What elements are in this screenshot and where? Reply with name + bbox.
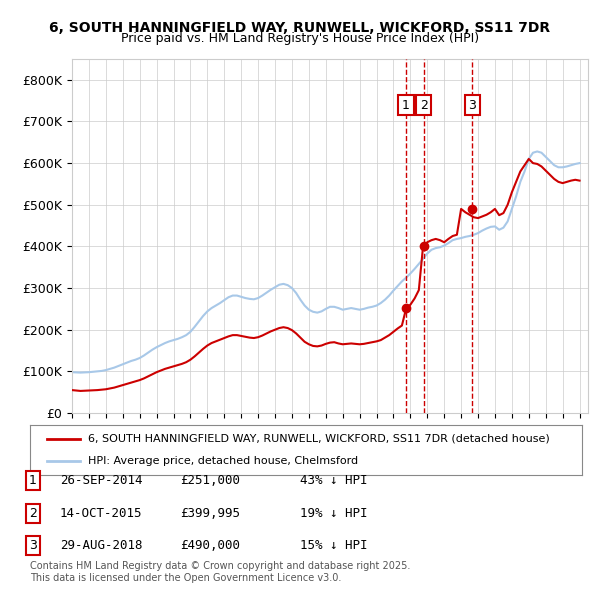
Text: 6, SOUTH HANNINGFIELD WAY, RUNWELL, WICKFORD, SS11 7DR: 6, SOUTH HANNINGFIELD WAY, RUNWELL, WICK…: [49, 21, 551, 35]
Text: 3: 3: [469, 99, 476, 112]
Text: Contains HM Land Registry data © Crown copyright and database right 2025.
This d: Contains HM Land Registry data © Crown c…: [30, 561, 410, 583]
Text: 2: 2: [420, 99, 428, 112]
Text: 6, SOUTH HANNINGFIELD WAY, RUNWELL, WICKFORD, SS11 7DR (detached house): 6, SOUTH HANNINGFIELD WAY, RUNWELL, WICK…: [88, 434, 550, 444]
Text: 1: 1: [402, 99, 410, 112]
Text: £251,000: £251,000: [180, 474, 240, 487]
Text: 2: 2: [29, 507, 37, 520]
Text: £490,000: £490,000: [180, 539, 240, 552]
Text: 26-SEP-2014: 26-SEP-2014: [60, 474, 143, 487]
Text: 19% ↓ HPI: 19% ↓ HPI: [300, 507, 367, 520]
Text: £399,995: £399,995: [180, 507, 240, 520]
Text: HPI: Average price, detached house, Chelmsford: HPI: Average price, detached house, Chel…: [88, 456, 358, 466]
Text: 14-OCT-2015: 14-OCT-2015: [60, 507, 143, 520]
Text: 15% ↓ HPI: 15% ↓ HPI: [300, 539, 367, 552]
Text: 3: 3: [29, 539, 37, 552]
Text: 43% ↓ HPI: 43% ↓ HPI: [300, 474, 367, 487]
Text: 29-AUG-2018: 29-AUG-2018: [60, 539, 143, 552]
Text: Price paid vs. HM Land Registry's House Price Index (HPI): Price paid vs. HM Land Registry's House …: [121, 32, 479, 45]
Text: 1: 1: [29, 474, 37, 487]
